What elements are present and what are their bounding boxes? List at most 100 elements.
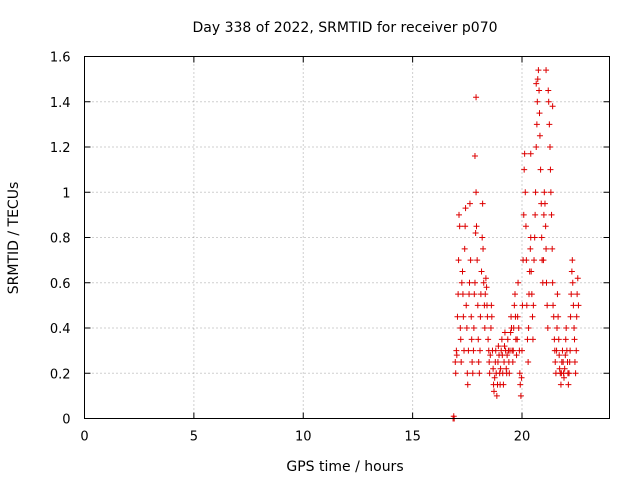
data-point [501, 343, 508, 350]
data-point [567, 347, 574, 354]
data-point [481, 325, 488, 331]
data-point [531, 234, 538, 241]
y-tick-label: 0.6 [50, 277, 71, 292]
data-point [512, 291, 518, 298]
data-point [529, 313, 536, 320]
data-point [457, 325, 464, 331]
data-point [524, 336, 531, 343]
data-point [529, 336, 536, 343]
data-point [533, 121, 540, 128]
y-tick-label: 0.2 [50, 367, 71, 382]
data-point [469, 370, 476, 377]
x-tick-label: 10 [295, 430, 312, 445]
data-point [461, 245, 468, 252]
data-point [471, 153, 478, 160]
data-point [473, 189, 480, 196]
data-point [525, 325, 532, 331]
data-point [514, 313, 521, 320]
data-point [480, 279, 487, 286]
data-point [572, 370, 579, 377]
data-point [519, 347, 525, 354]
data-point [490, 365, 497, 372]
data-point [456, 211, 462, 218]
data-point [474, 257, 481, 264]
data-point [523, 257, 530, 264]
data-point [522, 223, 529, 230]
data-point [518, 374, 525, 381]
data-point [478, 268, 485, 275]
data-point [501, 329, 508, 336]
data-point [479, 200, 486, 207]
data-point [520, 211, 527, 218]
y-tick-label: 1.4 [50, 96, 71, 111]
data-point [485, 336, 492, 343]
data-point [546, 121, 553, 128]
data-point [530, 302, 537, 309]
data-point [462, 205, 469, 212]
data-point [521, 150, 528, 157]
data-point [479, 234, 486, 241]
data-point [455, 257, 462, 264]
data-point [528, 268, 535, 275]
data-point [473, 223, 480, 230]
data-point [570, 302, 577, 309]
data-point [568, 291, 575, 298]
data-point [536, 87, 543, 94]
data-point [528, 291, 535, 298]
data-point [534, 76, 541, 83]
data-point [495, 343, 502, 350]
data-point [459, 268, 466, 275]
data-point [553, 347, 560, 354]
data-point [459, 291, 466, 298]
data-point [533, 80, 540, 87]
data-point [575, 302, 582, 309]
data-point [456, 223, 463, 230]
data-point [549, 103, 556, 110]
data-point [547, 144, 553, 150]
data-point [566, 358, 573, 365]
data-point [509, 358, 516, 365]
data-point [517, 392, 524, 399]
data-point [465, 347, 472, 354]
data-point [473, 94, 480, 101]
data-point [480, 245, 487, 252]
data-point [556, 352, 563, 359]
x-tick-label: 15 [404, 430, 421, 445]
data-point [532, 189, 539, 196]
data-point [544, 325, 551, 331]
data-point [487, 352, 494, 359]
data-point [486, 358, 493, 365]
data-point [555, 313, 562, 320]
data-point [554, 325, 560, 331]
data-point [545, 98, 552, 105]
data-point [545, 87, 552, 94]
data-point [531, 257, 538, 264]
data-point [573, 347, 580, 354]
data-point [552, 358, 559, 365]
data-point [533, 144, 540, 150]
data-point [477, 313, 484, 320]
data-point [475, 358, 482, 365]
data-point [462, 223, 469, 230]
data-point [471, 291, 478, 298]
data-point [514, 336, 521, 343]
data-point [523, 302, 530, 309]
data-point [563, 325, 570, 331]
y-tick-label: 1.2 [50, 141, 71, 156]
data-point [517, 381, 524, 388]
x-tick-labels: 0 5 10 15 20 [80, 430, 530, 445]
axis-ticks [84, 56, 610, 419]
data-point [562, 336, 569, 343]
data-point [571, 358, 578, 365]
data-point [527, 150, 534, 157]
data-point [541, 200, 548, 207]
data-point [549, 245, 556, 252]
data-point [548, 211, 555, 218]
data-point [534, 98, 541, 105]
data-point [535, 67, 542, 74]
y-tick-label: 1.6 [50, 51, 71, 66]
data-point [515, 279, 522, 286]
y-tick-label: 1 [62, 186, 70, 201]
data-point [506, 370, 513, 377]
